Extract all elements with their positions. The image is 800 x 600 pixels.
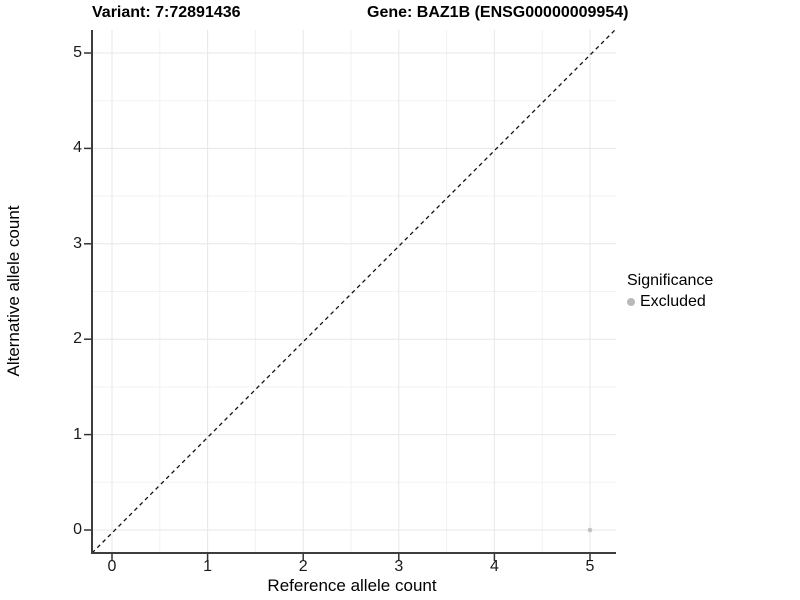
- grid-major: [92, 30, 616, 553]
- y-tick-5: 5: [73, 44, 82, 61]
- variant-title: Variant: 7:72891436: [92, 4, 241, 21]
- x-tick-5: 5: [585, 558, 595, 575]
- x-tick-2: 2: [298, 558, 308, 575]
- y-axis-title: Alternative allele count: [4, 205, 23, 377]
- legend-item-excluded: Excluded: [627, 293, 713, 311]
- identity-dashed-line: [91, 28, 617, 554]
- legend-item-label: Excluded: [640, 293, 706, 310]
- x-tick-1: 1: [203, 558, 213, 575]
- data-points: [587, 527, 593, 533]
- scatter-point: [587, 527, 593, 533]
- x-axis-title: Reference allele count: [267, 576, 437, 595]
- gene-title: Gene: BAZ1B (ENSG00000009954): [367, 4, 629, 21]
- x-tick-4: 4: [489, 558, 499, 575]
- grid-minor: [92, 30, 616, 553]
- excluded-dot-icon: [627, 298, 635, 306]
- x-tick-3: 3: [394, 558, 404, 575]
- axis-lines: [91, 30, 616, 554]
- y-axis-tickmarks: [84, 52, 91, 531]
- y-tick-4: 4: [73, 139, 82, 157]
- x-tick-0: 0: [107, 558, 117, 575]
- y-tick-0: 0: [73, 521, 82, 538]
- y-tick-3: 3: [73, 234, 82, 252]
- y-tick-2: 2: [73, 330, 82, 348]
- y-tick-1: 1: [73, 425, 82, 443]
- legend: Significance Excluded: [627, 272, 713, 311]
- x-axis-tickmarks: [111, 554, 591, 561]
- legend-title: Significance: [627, 272, 714, 289]
